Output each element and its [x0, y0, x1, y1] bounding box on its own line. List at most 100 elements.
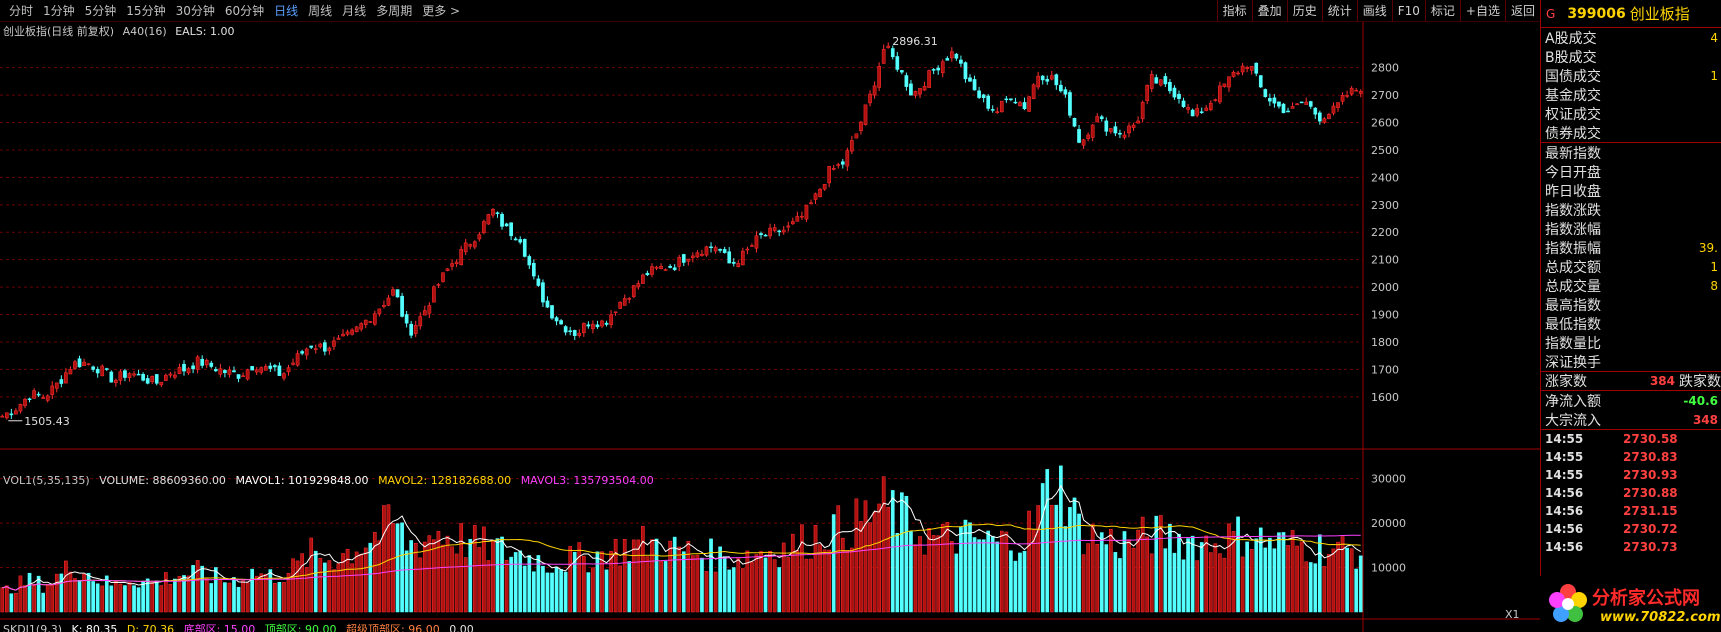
candle-body [1036, 75, 1040, 88]
volume-bar [27, 572, 32, 613]
sk-name[interactable]: SKDJ1(9,3) [3, 623, 62, 632]
candle-body [990, 109, 995, 111]
volume-bar [1186, 538, 1190, 613]
volume-bar [1059, 465, 1063, 613]
sk-tail: 0.00 [449, 623, 474, 632]
period-tab[interactable]: 15分钟 [126, 3, 166, 18]
tick-row: 14:55 2730.93 [1541, 466, 1721, 484]
tool-button[interactable]: F10 [1391, 0, 1425, 22]
stat-row: 债券成交 [1541, 123, 1721, 142]
candle-body [986, 95, 991, 109]
volume-bar [681, 551, 686, 613]
stat-value: 1 [1710, 259, 1718, 274]
period-tab[interactable]: 更多 > [422, 3, 461, 18]
stat-label: 总成交额 [1545, 259, 1601, 276]
volume-bar [336, 563, 341, 613]
stat-row: 最低指数 [1541, 314, 1721, 333]
candle-body [1027, 96, 1031, 112]
candle-body [672, 267, 677, 270]
volume-bar [273, 583, 277, 613]
candle-body [54, 382, 59, 389]
candle-body [577, 332, 582, 336]
candle-body [109, 371, 114, 383]
period-tab[interactable]: 30分钟 [175, 3, 215, 18]
volume-bar [949, 541, 954, 613]
volume-bar [141, 580, 145, 613]
volume-bar [372, 532, 377, 613]
stat-label: 指数量比 [1545, 335, 1601, 352]
candle-body [132, 373, 136, 376]
price-tick-label: 2500 [1371, 144, 1399, 157]
candle-body [223, 370, 227, 373]
candle-body [763, 234, 768, 237]
volume-bar [518, 550, 523, 613]
candle-body [740, 250, 745, 266]
candle-body [913, 91, 918, 96]
indicator-name[interactable]: A40(16) [122, 25, 167, 38]
tick-row: 14:56 2730.73 [1541, 538, 1721, 556]
volume-bar [1277, 532, 1281, 613]
candle-body [922, 85, 927, 91]
tool-button[interactable]: 标记 [1424, 0, 1460, 22]
volume-bar [1258, 527, 1263, 613]
tool-button[interactable]: 返回 [1504, 0, 1540, 22]
candle-body [1190, 109, 1195, 117]
tool-button[interactable]: +自选 [1459, 0, 1505, 22]
candle-body [541, 282, 545, 303]
candle-body [641, 274, 645, 284]
stat-label: 昨日收盘 [1545, 183, 1601, 200]
candle-body [104, 368, 109, 370]
stat-value: -40.6 [1683, 393, 1718, 408]
period-tab[interactable]: 月线 [342, 3, 367, 18]
kline-chart-svg[interactable]: 1600 1700 1800 1900 2000 2100 2200 2300 2400 2500… [0, 22, 1540, 632]
tool-button[interactable]: 统计 [1321, 0, 1357, 22]
tool-button[interactable]: 画线 [1356, 0, 1392, 22]
candle-body [818, 188, 822, 197]
period-tab[interactable]: 日线 [274, 3, 299, 18]
candle-body [859, 121, 863, 132]
vol-name[interactable]: VOL1(5,35,135) [3, 474, 90, 487]
period-tabs: 分时 1分钟 5分钟 15分钟 30分钟 60分钟 日线 周线 月线 多周期 更多 > [0, 0, 465, 22]
period-tab[interactable]: 1分钟 [43, 3, 75, 18]
period-tab[interactable]: 周线 [308, 3, 333, 18]
period-tab[interactable]: 5分钟 [84, 3, 117, 18]
candle-body [890, 48, 895, 58]
mavol-line [2, 523, 1361, 591]
candle-body [1054, 74, 1059, 86]
candle-body [441, 272, 445, 282]
period-tab[interactable]: 60分钟 [224, 3, 265, 18]
volume-bar [1208, 552, 1213, 613]
volume-bar [722, 556, 727, 613]
updown-label2: 跌家数 [1679, 374, 1721, 390]
volume-bar [1336, 541, 1340, 613]
tool-button[interactable]: 叠加 [1251, 0, 1287, 22]
tool-button[interactable]: 指标 [1216, 0, 1252, 22]
candle-body [182, 363, 186, 372]
candle-body [218, 368, 223, 375]
candle-body [254, 369, 259, 373]
site-logo: 分析家公式网 www.70822.com [1540, 576, 1721, 632]
candle-body [831, 168, 836, 170]
candle-body [804, 204, 809, 220]
period-tab[interactable]: 分时 [9, 3, 34, 18]
volume-bar [1177, 533, 1181, 613]
g-label[interactable]: G [1546, 6, 1556, 21]
candle-body [209, 362, 214, 367]
mavol3-value: MAVOL3: 135793504.00 [520, 474, 654, 487]
tick-list[interactable]: 14:55 2730.58 14:55 2730.83 14:55 2730.93 14:5… [1541, 430, 1721, 556]
volume-bar [691, 555, 695, 613]
period-tab[interactable]: 多周期 [376, 3, 413, 18]
chart-area[interactable]: 1600 1700 1800 1900 2000 2100 2200 2300 2400 2500… [0, 22, 1540, 632]
candle-body [527, 256, 532, 266]
candle-body [609, 314, 613, 325]
volume-bar [1227, 523, 1231, 613]
volume-bar [468, 538, 473, 613]
candle-body [436, 284, 441, 286]
candle-body [41, 397, 46, 399]
candle-body [118, 371, 123, 381]
candle-body [91, 366, 95, 370]
tool-button[interactable]: 历史 [1286, 0, 1322, 22]
volume-bar [282, 582, 286, 613]
candle-body [68, 369, 73, 375]
candle-body [845, 150, 850, 167]
